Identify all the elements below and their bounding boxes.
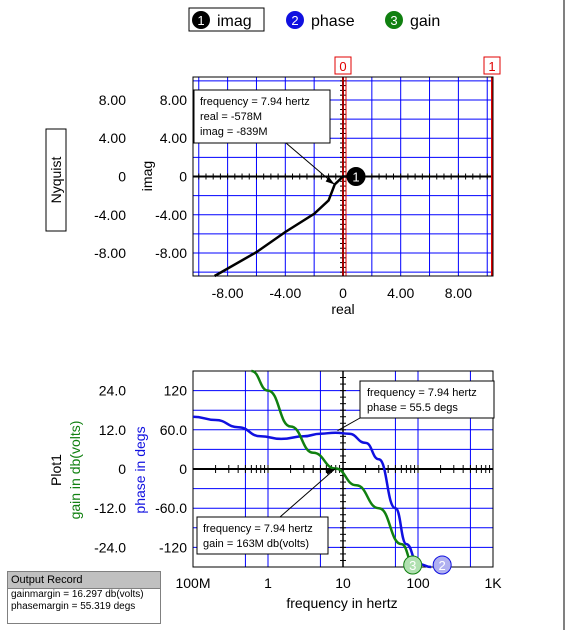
cursor-flag-1[interactable] xyxy=(483,56,501,75)
annotation-leader xyxy=(337,417,361,432)
legend-bubble-phase[interactable] xyxy=(286,11,304,29)
legend-bubble-imag[interactable] xyxy=(192,11,210,29)
gain-tick-label: -12.0 xyxy=(94,500,126,516)
phase-marker-label: 2 xyxy=(439,558,446,573)
outer-y-tick-label: -4.00 xyxy=(94,207,126,223)
gain-marker[interactable] xyxy=(403,555,423,575)
legend-bubble-gain[interactable] xyxy=(385,11,403,29)
legend-number: 3 xyxy=(390,13,397,28)
outer-y-tick-label: 8.00 xyxy=(99,92,126,108)
output-record-panel[interactable]: Output Record gainmargin = 16.297 db(vol… xyxy=(7,571,161,624)
cursor-flag-label: 0 xyxy=(339,59,346,74)
legend-label-gain[interactable]: gain xyxy=(410,13,440,30)
output-record-line: gainmargin = 16.297 db(volts) xyxy=(11,589,144,600)
phase-tick-label: 60.0 xyxy=(160,422,187,438)
legend-label-phase[interactable]: phase xyxy=(311,13,355,30)
output-record-title: Output Record xyxy=(8,572,160,589)
bode-frame xyxy=(192,370,494,568)
nyquist-frame xyxy=(192,76,494,277)
annotation-arrowhead xyxy=(325,176,335,185)
phase-tick-label: -60.0 xyxy=(155,500,187,516)
outer-y-tick-label: 4.00 xyxy=(99,130,126,146)
x-tick-label: -4.00 xyxy=(269,285,301,301)
x-tick-label: 0 xyxy=(339,285,347,301)
cursor-flag-label: 1 xyxy=(488,59,495,74)
imag-marker-label: 1 xyxy=(352,170,359,185)
legend-number: 1 xyxy=(197,13,204,28)
annotation-text: frequency = 7.94 hertz xyxy=(200,96,310,108)
x-tick-label: 100 xyxy=(406,575,430,591)
imag-trace[interactable] xyxy=(213,175,352,278)
x-tick-label: 1 xyxy=(264,575,272,591)
gain-tick-label: 0 xyxy=(118,461,126,477)
gain-tick-label: -24.0 xyxy=(94,539,126,555)
nyquist-button[interactable] xyxy=(45,128,67,232)
plot1-label: Plot1 xyxy=(48,454,64,486)
phase-tick-label: 0 xyxy=(179,461,187,477)
gain-axis-label: gain in db(volts) xyxy=(67,421,83,520)
annotation-leader xyxy=(279,468,336,518)
annotation-text: imag = -839M xyxy=(200,126,268,138)
y-tick-label: 4.00 xyxy=(160,130,187,146)
annotation-arrowhead xyxy=(325,468,336,475)
annotation-box xyxy=(193,89,331,144)
cursor-flag-0[interactable] xyxy=(334,56,352,75)
outer-y-tick-label: -8.00 xyxy=(94,245,126,261)
phase-marker[interactable] xyxy=(432,555,452,575)
annotation-text: frequency = 7.94 hertz xyxy=(367,387,477,399)
annotation-box xyxy=(359,380,495,419)
gain-tick-label: 12.0 xyxy=(99,422,126,438)
y-tick-label: 0 xyxy=(179,169,187,185)
annotation-text: gain = 163M db(volts) xyxy=(203,538,309,550)
x-tick-label: 1K xyxy=(484,575,502,591)
y-tick-label: -8.00 xyxy=(155,245,187,261)
annotation-text: phase = 55.5 degs xyxy=(367,402,458,414)
legend-label-imag[interactable]: imag xyxy=(217,13,252,30)
phase-trace[interactable] xyxy=(192,415,432,569)
legend-number: 2 xyxy=(291,13,298,28)
x-tick-label: 4.00 xyxy=(387,285,414,301)
annotation-text: real = -578M xyxy=(200,111,262,123)
imag-marker[interactable] xyxy=(346,167,366,186)
x-tick-label: 10 xyxy=(335,575,351,591)
annotation-text: frequency = 7.94 hertz xyxy=(203,523,313,535)
phase-tick-label: -120 xyxy=(159,539,187,555)
x-tick-label: -8.00 xyxy=(212,285,244,301)
y-tick-label: -4.00 xyxy=(155,207,187,223)
x-axis-label: frequency in hertz xyxy=(286,595,397,611)
x-tick-label: 8.00 xyxy=(445,285,472,301)
annotation-leader xyxy=(285,142,335,185)
phase-axis-label: phase in degs xyxy=(132,426,148,513)
gain-tick-label: 24.0 xyxy=(99,383,126,399)
gain-marker-label: 3 xyxy=(409,558,416,573)
nyquist-label: Nyquist xyxy=(48,157,64,204)
legend-selection xyxy=(188,7,265,32)
x-axis-label: real xyxy=(331,301,354,317)
outer-y-tick-label: 0 xyxy=(118,169,126,185)
annotation-box xyxy=(196,516,329,555)
x-tick-label: 100M xyxy=(175,575,210,591)
phase-tick-label: 120 xyxy=(164,383,188,399)
output-record-line: phasemargin = 55.319 degs xyxy=(11,601,136,612)
y-axis-label: imag xyxy=(139,161,155,191)
y-tick-label: 8.00 xyxy=(160,92,187,108)
